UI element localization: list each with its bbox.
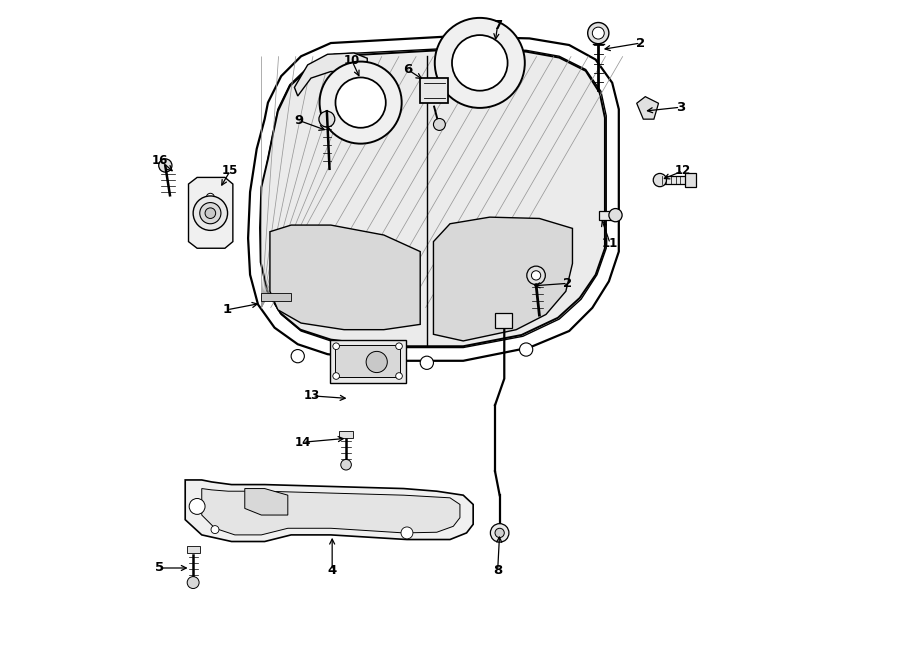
- Text: 1: 1: [222, 303, 231, 316]
- Circle shape: [491, 524, 508, 542]
- Bar: [261, 293, 291, 301]
- Circle shape: [495, 528, 504, 538]
- Circle shape: [435, 18, 525, 108]
- Bar: [659, 176, 690, 184]
- Text: 2: 2: [563, 277, 572, 290]
- Bar: [186, 546, 200, 553]
- Text: 11: 11: [602, 237, 618, 250]
- Bar: [329, 340, 406, 383]
- Circle shape: [609, 209, 622, 222]
- Text: 12: 12: [675, 164, 691, 177]
- Circle shape: [526, 266, 545, 285]
- Text: 4: 4: [328, 564, 337, 577]
- Text: 14: 14: [295, 436, 311, 449]
- Circle shape: [336, 77, 386, 128]
- Circle shape: [592, 27, 604, 39]
- Circle shape: [519, 343, 533, 356]
- Circle shape: [420, 356, 434, 369]
- Circle shape: [434, 118, 446, 130]
- Bar: [495, 313, 512, 328]
- Polygon shape: [261, 48, 607, 348]
- Circle shape: [200, 203, 220, 224]
- Circle shape: [291, 350, 304, 363]
- Text: 10: 10: [344, 54, 360, 68]
- Bar: [339, 431, 353, 438]
- Text: 15: 15: [222, 164, 239, 177]
- Circle shape: [211, 526, 219, 534]
- Circle shape: [341, 459, 351, 470]
- Text: 8: 8: [493, 564, 502, 577]
- Text: 9: 9: [294, 114, 303, 127]
- Bar: [685, 173, 696, 187]
- Circle shape: [333, 343, 339, 350]
- Circle shape: [158, 159, 172, 172]
- Circle shape: [206, 193, 214, 201]
- Text: 6: 6: [403, 63, 412, 76]
- Circle shape: [401, 527, 413, 539]
- Polygon shape: [434, 217, 572, 341]
- Polygon shape: [636, 97, 659, 119]
- Circle shape: [333, 373, 339, 379]
- Polygon shape: [245, 489, 288, 515]
- Text: 2: 2: [636, 36, 645, 50]
- Polygon shape: [294, 53, 367, 96]
- Polygon shape: [248, 36, 619, 361]
- Polygon shape: [188, 177, 233, 248]
- Polygon shape: [260, 50, 605, 346]
- Circle shape: [366, 352, 387, 373]
- Circle shape: [189, 498, 205, 514]
- Text: 13: 13: [304, 389, 320, 402]
- Bar: [420, 78, 448, 103]
- Text: 3: 3: [676, 101, 685, 114]
- Circle shape: [187, 577, 199, 589]
- Circle shape: [396, 343, 402, 350]
- Circle shape: [194, 196, 228, 230]
- Circle shape: [653, 173, 667, 187]
- Circle shape: [531, 271, 541, 280]
- Bar: [335, 345, 400, 377]
- Circle shape: [320, 62, 401, 144]
- Circle shape: [396, 373, 402, 379]
- Text: 16: 16: [152, 154, 168, 167]
- Text: 5: 5: [156, 561, 165, 575]
- Circle shape: [205, 208, 216, 218]
- Text: 7: 7: [493, 19, 502, 32]
- Polygon shape: [202, 489, 460, 535]
- Polygon shape: [185, 480, 473, 542]
- Circle shape: [452, 35, 508, 91]
- Bar: [599, 211, 616, 220]
- Polygon shape: [270, 225, 420, 330]
- Circle shape: [319, 111, 335, 127]
- Circle shape: [588, 23, 609, 44]
